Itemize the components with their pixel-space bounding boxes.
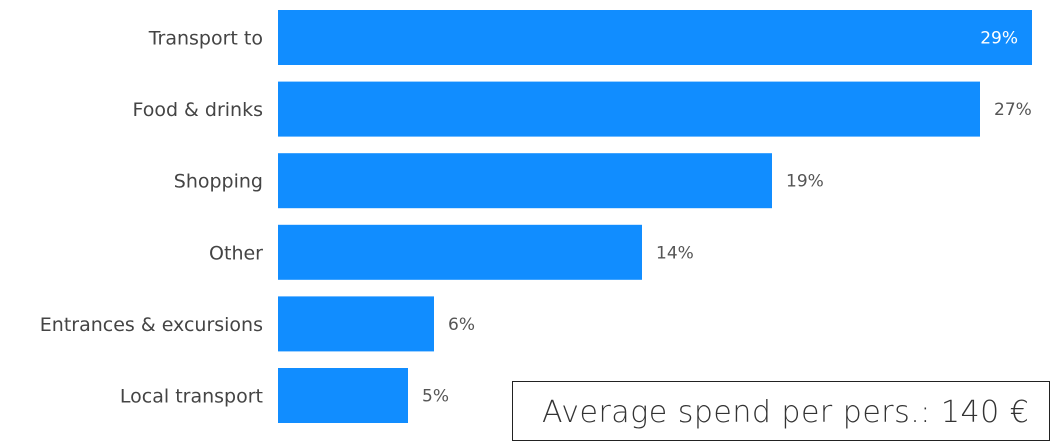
value-label-entrances-and-excursions: 6% <box>448 315 475 335</box>
bar-chart: Transport to 29% Food & drinks 27% Shopping 1… <box>40 10 1032 423</box>
value-label-transport-to: 29% <box>980 29 1018 49</box>
value-label-local-transport: 5% <box>422 387 449 407</box>
category-label-entrances-and-excursions: Entrances & excursions <box>40 314 263 336</box>
category-label-other: Other <box>209 242 263 264</box>
bar-entrances-and-excursions <box>278 296 434 352</box>
average-spend-annotation: Average spend per pers.: 140 € <box>512 381 1050 441</box>
bar-shopping <box>278 153 772 209</box>
category-label-food-and-drinks: Food & drinks <box>132 99 263 121</box>
bar-transport-to <box>278 10 1032 65</box>
bar-local-transport <box>278 368 408 423</box>
value-label-shopping: 19% <box>786 172 824 192</box>
category-label-shopping: Shopping <box>174 171 263 193</box>
value-label-food-and-drinks: 27% <box>994 100 1032 120</box>
bar-other <box>278 224 642 280</box>
category-label-local-transport: Local transport <box>120 386 263 408</box>
bar-food-and-drinks <box>278 81 980 137</box>
value-label-other: 14% <box>656 243 694 263</box>
category-label-transport-to: Transport to <box>148 28 263 50</box>
